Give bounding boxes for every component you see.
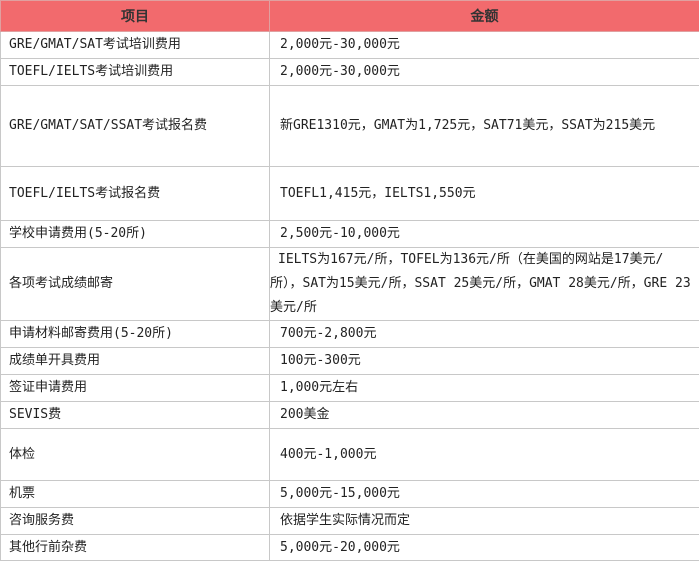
item-cell: 机票 [1, 481, 270, 508]
amount-cell: 2,000元-30,000元 [270, 59, 699, 86]
amount-cell: 2,000元-30,000元 [270, 32, 699, 59]
header-cell: 项目 [1, 1, 270, 32]
item-cell: 咨询服务费 [1, 508, 270, 535]
item-cell: GRE/GMAT/SAT考试培训费用 [1, 32, 270, 59]
amount-cell: IELTS为167元/所，TOFEL为136元/所（在美国的网站是17美元/所）… [270, 248, 699, 321]
amount-cell: 100元-300元 [270, 348, 699, 375]
header-cell: 金额 [270, 1, 699, 32]
table-row: 申请材料邮寄费用(5-20所)700元-2,800元 [1, 321, 699, 348]
amount-cell: 2,500元-10,000元 [270, 221, 699, 248]
item-cell: SEVIS费 [1, 402, 270, 429]
item-cell: GRE/GMAT/SAT/SSAT考试报名费 [1, 86, 270, 167]
item-cell: TOEFL/IELTS考试培训费用 [1, 59, 270, 86]
table-row: 咨询服务费依据学生实际情况而定 [1, 508, 699, 535]
amount-cell: 1,000元左右 [270, 375, 699, 402]
item-cell: 成绩单开具费用 [1, 348, 270, 375]
amount-cell: 400元-1,000元 [270, 429, 699, 481]
table-row: 学校申请费用(5-20所)2,500元-10,000元 [1, 221, 699, 248]
item-cell: 其他行前杂费 [1, 535, 270, 561]
item-cell: 学校申请费用(5-20所) [1, 221, 270, 248]
amount-cell: TOEFL1,415元，IELTS1,550元 [270, 167, 699, 221]
item-cell: TOEFL/IELTS考试报名费 [1, 167, 270, 221]
table-row: GRE/GMAT/SAT/SSAT考试报名费新GRE1310元，GMAT为1,7… [1, 86, 699, 167]
amount-cell: 700元-2,800元 [270, 321, 699, 348]
amount-cell: 5,000元-20,000元 [270, 535, 699, 561]
item-cell: 体检 [1, 429, 270, 481]
amount-cell: 新GRE1310元，GMAT为1,725元，SAT71美元，SSAT为215美元 [270, 86, 699, 167]
item-cell: 申请材料邮寄费用(5-20所) [1, 321, 270, 348]
header-row: 项目 金额 [1, 1, 699, 32]
amount-cell: 200美金 [270, 402, 699, 429]
item-cell: 各项考试成绩邮寄 [1, 248, 270, 321]
amount-cell: 依据学生实际情况而定 [270, 508, 699, 535]
amount-cell: 5,000元-15,000元 [270, 481, 699, 508]
item-cell: 签证申请费用 [1, 375, 270, 402]
